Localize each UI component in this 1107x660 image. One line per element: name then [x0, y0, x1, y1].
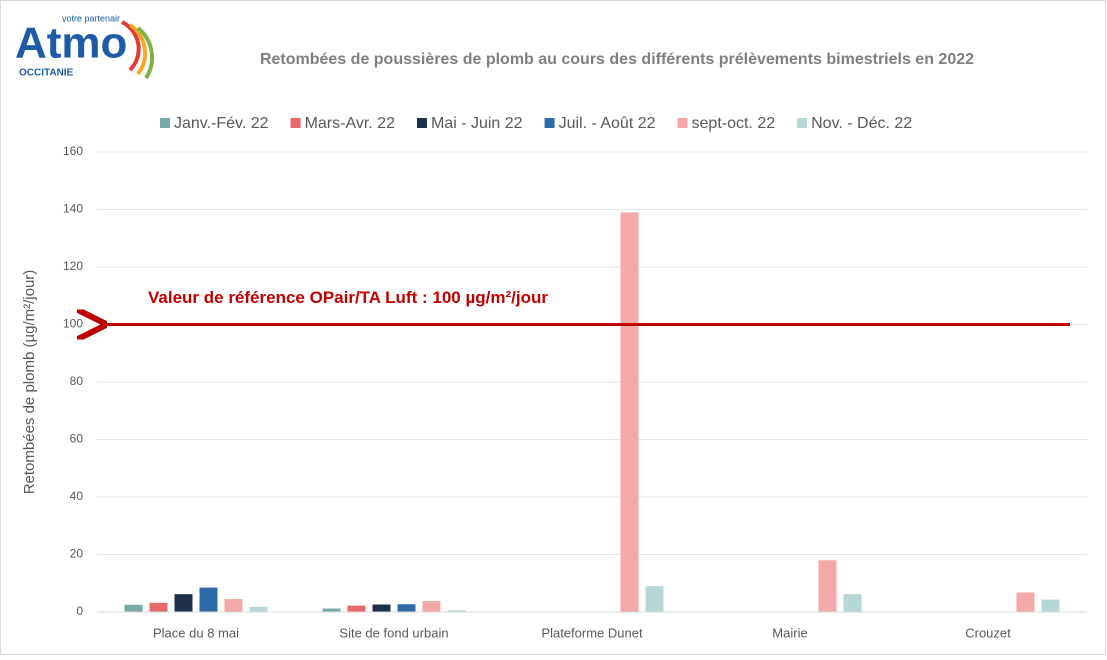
bar	[1041, 599, 1060, 612]
bar	[1016, 592, 1035, 612]
y-tick-label: 80	[70, 374, 84, 388]
x-tick-label: Place du 8 mai	[153, 625, 239, 640]
bar	[645, 586, 664, 612]
logo-name: Atmo	[15, 19, 127, 68]
legend-label: Mai - Juin 22	[431, 115, 523, 132]
y-tick-label: 140	[63, 202, 83, 216]
legend-label: sept-oct. 22	[692, 115, 776, 132]
legend-label: Mars-Avr. 22	[305, 115, 396, 132]
logo-arc	[136, 26, 154, 80]
bar	[447, 610, 466, 612]
y-axis-label: Retombées de plomb (µg/m²/jour)	[21, 270, 38, 495]
bar	[397, 604, 416, 612]
y-tick-label: 160	[63, 144, 83, 158]
bar	[818, 560, 837, 612]
legend-swatch	[160, 118, 170, 128]
legend-label: Janv.-Fév. 22	[174, 115, 269, 132]
logo-arc	[121, 20, 141, 72]
logo-tagline: votre partenair	[62, 13, 120, 23]
legend-swatch	[677, 118, 688, 128]
bar	[249, 606, 268, 612]
bar	[843, 594, 862, 612]
y-tick-label: 100	[63, 317, 83, 331]
legend-swatch	[797, 118, 808, 128]
legend-swatch	[544, 118, 555, 128]
label-background	[144, 279, 554, 318]
y-tick-label: 40	[70, 489, 84, 503]
bar	[224, 599, 243, 612]
x-tick-label: Site de fond urbain	[339, 625, 448, 640]
y-tick-label: 60	[70, 432, 84, 446]
x-tick-label: Plateforme Dunet	[541, 625, 643, 640]
logo-arc	[128, 23, 148, 76]
legend-label: Nov. - Déc. 22	[811, 115, 912, 132]
reference-label: Valeur de référence OPair/TA Luft : 100 …	[148, 288, 548, 307]
x-tick-label: Crouzet	[965, 625, 1011, 640]
logo-region: OCCITANIE	[19, 68, 74, 79]
bar	[372, 604, 391, 612]
legend-swatch	[290, 118, 301, 128]
legend-label: Juil. - Août 22	[559, 115, 656, 132]
x-tick-label: Mairie	[772, 625, 807, 640]
bar	[620, 212, 639, 612]
bar	[347, 605, 366, 612]
bar	[174, 594, 193, 612]
legend-swatch	[416, 118, 427, 128]
bar	[199, 587, 218, 612]
y-tick-label: 0	[76, 604, 83, 618]
bar	[322, 608, 341, 612]
y-tick-label: 120	[63, 259, 83, 273]
bar	[422, 601, 441, 612]
bar	[124, 604, 143, 612]
bar	[149, 602, 168, 612]
y-tick-label: 20	[70, 547, 84, 561]
chart-title: Retombées de poussières de plomb au cour…	[260, 51, 974, 68]
